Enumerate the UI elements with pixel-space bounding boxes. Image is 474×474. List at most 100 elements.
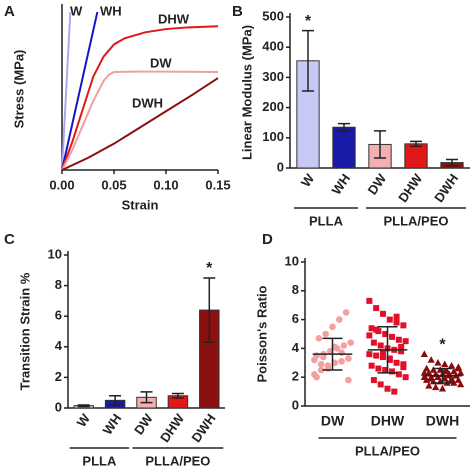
point (386, 316, 393, 323)
x-tick-label: DW (365, 171, 390, 198)
point (379, 354, 386, 361)
annotation: * (439, 336, 446, 353)
y-tick-label: 200 (262, 99, 284, 114)
panel-label: B (232, 3, 243, 20)
point (315, 335, 323, 342)
error-bar (302, 29, 314, 92)
sd-bar (432, 367, 453, 384)
x-tick-label: 0.10 (153, 177, 178, 192)
group-label: PLLA/PEO (383, 213, 448, 228)
y-tick-label: 0 (55, 399, 62, 414)
point (393, 359, 400, 366)
point (398, 348, 405, 355)
panel-label: A (4, 3, 15, 20)
bar (404, 143, 428, 169)
curve-label: WH (100, 3, 122, 18)
curve (61, 11, 99, 171)
point (373, 352, 380, 359)
point (393, 319, 400, 326)
bar (332, 126, 356, 169)
x-tick-label: 0.05 (101, 177, 126, 192)
point (368, 325, 375, 332)
sd-bar (322, 337, 343, 371)
point (377, 381, 384, 388)
point (382, 367, 389, 373)
panel-label: D (262, 231, 273, 248)
error-bar (109, 395, 122, 406)
x-tick-label: DHW (395, 170, 426, 205)
group-label: PLLA/PEO (355, 443, 420, 458)
point (347, 339, 354, 346)
point (320, 353, 327, 361)
point (366, 351, 373, 358)
y-tick-label: 0 (277, 159, 284, 174)
point (379, 310, 386, 317)
y-axis-label: Linear Modulus (MPa) (239, 25, 254, 160)
x-tick-label: W (298, 170, 318, 189)
point (402, 338, 409, 345)
curve-label: DHW (158, 11, 190, 26)
curve-label: DWH (132, 95, 163, 110)
point (395, 371, 402, 378)
x-tick-label: DWH (188, 411, 218, 445)
point (368, 362, 375, 369)
point (447, 361, 456, 369)
curve (61, 77, 219, 171)
point (391, 388, 398, 395)
point (395, 336, 402, 343)
x-tick-label: 0.15 (205, 177, 230, 192)
x-tick-label: DWH (426, 413, 459, 429)
y-tick-label: 6 (292, 311, 299, 326)
error-bar (171, 392, 184, 399)
y-tick-label: 6 (55, 308, 62, 323)
curve-label: DW (150, 55, 172, 70)
error-bar (410, 140, 422, 148)
point (441, 360, 449, 368)
x-tick-label: DW (321, 413, 345, 429)
point (311, 356, 318, 364)
point (427, 374, 435, 382)
point (366, 297, 373, 304)
point (389, 368, 396, 375)
point (317, 360, 325, 368)
y-tick-label: 100 (262, 129, 284, 144)
point (450, 367, 458, 375)
y-axis-label: Stress (MPa) (11, 50, 26, 129)
point (382, 331, 389, 337)
point (434, 373, 442, 380)
point (345, 355, 352, 362)
point (317, 366, 325, 374)
point (324, 365, 332, 372)
point (345, 376, 352, 384)
error-bar (374, 130, 386, 159)
point (427, 356, 435, 363)
error-bar (338, 122, 350, 132)
point (373, 326, 380, 333)
point (338, 358, 345, 365)
point (457, 380, 465, 388)
group-label: PLLA (82, 453, 117, 468)
x-tick-label: WH (329, 171, 354, 197)
point (322, 330, 329, 338)
x-tick-label: WH (100, 411, 125, 437)
point (377, 342, 384, 349)
error-bar (203, 277, 216, 343)
point (425, 369, 433, 376)
point (438, 384, 447, 392)
x-axis-label: Strain (122, 197, 159, 212)
point (393, 313, 400, 320)
point (402, 374, 409, 381)
point (447, 376, 456, 383)
panel-label: C (4, 231, 15, 248)
point (429, 366, 438, 373)
curve-label: W (70, 3, 83, 18)
x-tick-label: DWH (431, 171, 461, 205)
y-tick-label: 500 (262, 8, 284, 23)
error-bar (140, 391, 153, 404)
point (370, 377, 377, 384)
point (384, 385, 391, 392)
point (338, 349, 345, 357)
point (425, 382, 433, 389)
point (454, 376, 462, 383)
